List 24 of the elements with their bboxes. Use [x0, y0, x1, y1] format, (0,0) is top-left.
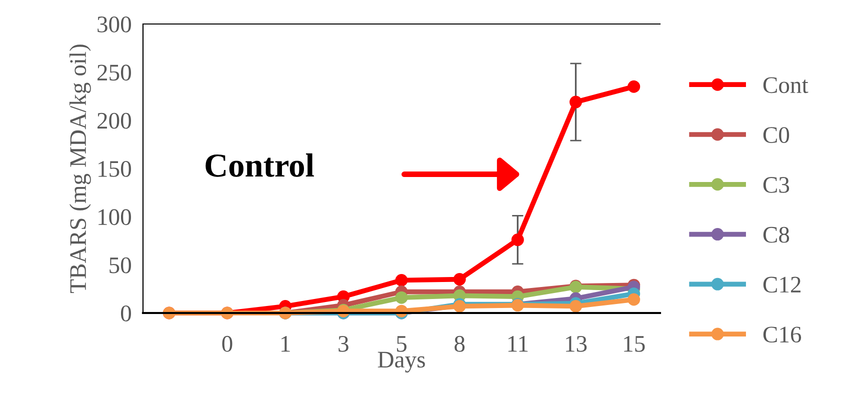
x-tick-label: 3 — [338, 336, 348, 352]
y-axis-title: TBARS (mg MDA/kg oil) — [69, 44, 91, 294]
x-axis-title: Days — [378, 352, 425, 372]
legend-label: C3 — [763, 177, 790, 193]
y-tick-label: 200 — [98, 112, 131, 129]
y-tick-label: 250 — [98, 64, 131, 81]
x-tick-label: 1 — [281, 336, 290, 352]
y-tick-label: 50 — [110, 257, 131, 274]
x-tick-label: 13 — [566, 336, 587, 352]
legend-label: C0 — [763, 127, 790, 143]
annotation: Control — [206, 153, 314, 177]
y-tick-label: 300 — [98, 16, 131, 32]
legend-label: C16 — [763, 326, 802, 343]
x-tick-label: 0 — [222, 336, 232, 352]
legend-label: C12 — [763, 276, 800, 293]
x-tick-label: 11 — [508, 336, 528, 352]
y-tick-label: 0 — [120, 305, 131, 322]
legend-label: C8 — [763, 226, 790, 243]
legend-label: Cont — [763, 77, 808, 94]
x-tick-label: 8 — [454, 336, 465, 352]
y-tick-label: 100 — [98, 209, 131, 226]
x-tick-label: 15 — [624, 336, 645, 352]
x-tick-label: 5 — [396, 336, 406, 352]
y-tick-label: 150 — [98, 160, 131, 177]
